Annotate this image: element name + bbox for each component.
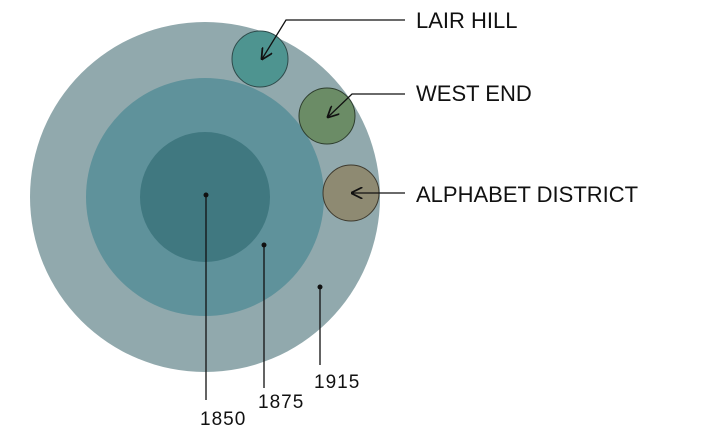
year-label: 1875	[258, 392, 304, 413]
district-circle	[298, 87, 356, 145]
district-label: LAIR HILL	[416, 8, 518, 33]
district-leaders	[262, 19, 405, 193]
year-label: 1915	[314, 372, 360, 393]
district-label: WEST END	[416, 81, 532, 106]
year-label: 1850	[200, 409, 246, 430]
year-leaders	[203, 192, 323, 400]
district-circle	[231, 30, 289, 88]
district-label: ALPHABET DISTRICT	[416, 182, 638, 207]
